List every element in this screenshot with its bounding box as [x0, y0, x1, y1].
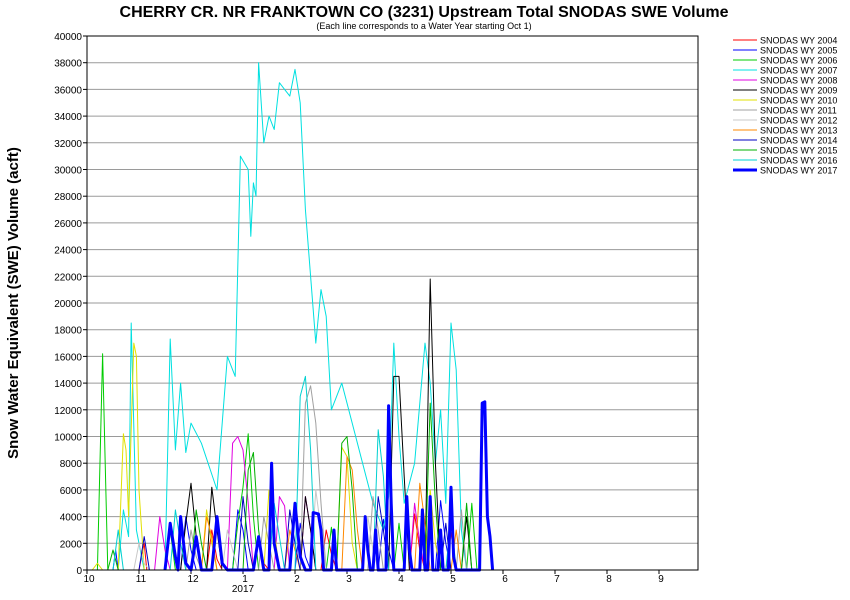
y-axis-ticks: 0 2000 4000 6000 8000 10000 12000 14000 16000 180… [54, 32, 87, 577]
legend-label: SNODAS WY 2014 [760, 136, 837, 146]
y-tick-label: 40000 [54, 32, 82, 43]
legend-label: SNODAS WY 2005 [760, 46, 837, 56]
y-tick-label: 0 [76, 566, 82, 577]
y-tick-label: 6000 [60, 486, 83, 497]
x-tick-label: 7 [554, 574, 560, 585]
legend-label: SNODAS WY 2007 [760, 66, 837, 76]
x-tick-label: 8 [606, 574, 612, 585]
x-tick-label: 5 [450, 574, 456, 585]
series-line-wy-2017 [163, 400, 495, 572]
x-tick-label: 3 [346, 574, 352, 585]
y-tick-label: 18000 [54, 326, 82, 337]
legend-label: SNODAS WY 2011 [760, 106, 837, 116]
grid-lines [87, 35, 698, 571]
x-tick-label: 9 [658, 574, 664, 585]
legend-label: SNODAS WY 2013 [760, 126, 837, 136]
y-tick-label: 10000 [54, 433, 82, 444]
series-line-wy-2007 [117, 62, 468, 571]
x-tick-label: 4 [398, 574, 404, 585]
y-tick-label: 38000 [54, 59, 82, 70]
x-tick-label: 1 [242, 574, 248, 585]
y-tick-label: 26000 [54, 219, 82, 230]
x-tick-label: 6 [502, 574, 508, 585]
x-year-label: 2017 [232, 584, 255, 595]
legend-label: SNODAS WY 2012 [760, 116, 837, 126]
y-tick-label: 24000 [54, 246, 82, 257]
legend-label: SNODAS WY 2004 [760, 36, 837, 46]
y-axis-label: Snow Water Equivalent (SWE) Volume (acft… [5, 147, 22, 459]
y-tick-label: 30000 [54, 166, 82, 177]
y-tick-label: 34000 [54, 112, 82, 123]
y-tick-label: 22000 [54, 272, 82, 283]
y-tick-label: 2000 [60, 539, 83, 550]
series-lines [91, 62, 495, 572]
legend-label: SNODAS WY 2017 [760, 166, 837, 176]
x-tick-label: 12 [187, 574, 199, 585]
chart-subtitle: (Each line corresponds to a Water Year s… [316, 21, 531, 31]
legend-label: SNODAS WY 2010 [760, 96, 837, 106]
y-tick-label: 12000 [54, 406, 82, 417]
y-tick-label: 32000 [54, 139, 82, 150]
y-tick-label: 8000 [60, 459, 83, 470]
plot-area-frame [86, 35, 699, 571]
y-tick-label: 16000 [54, 352, 82, 363]
y-tick-label: 20000 [54, 299, 82, 310]
y-tick-label: 36000 [54, 85, 82, 96]
x-tick-label: 10 [83, 574, 95, 585]
chart-title: CHERRY CR. NR FRANKTOWN CO (3231) Upstre… [120, 4, 729, 21]
legend-label: SNODAS WY 2015 [760, 146, 837, 156]
legend-label: SNODAS WY 2016 [760, 156, 837, 166]
x-tick-label: 11 [136, 574, 147, 585]
y-tick-label: 14000 [54, 379, 82, 390]
legend-label: SNODAS WY 2006 [760, 56, 837, 66]
y-tick-label: 4000 [60, 513, 83, 524]
legend-label: SNODAS WY 2009 [760, 86, 837, 96]
y-tick-label: 28000 [54, 192, 82, 203]
legend-label: SNODAS WY 2008 [760, 76, 837, 86]
x-tick-label: 2 [294, 574, 300, 585]
